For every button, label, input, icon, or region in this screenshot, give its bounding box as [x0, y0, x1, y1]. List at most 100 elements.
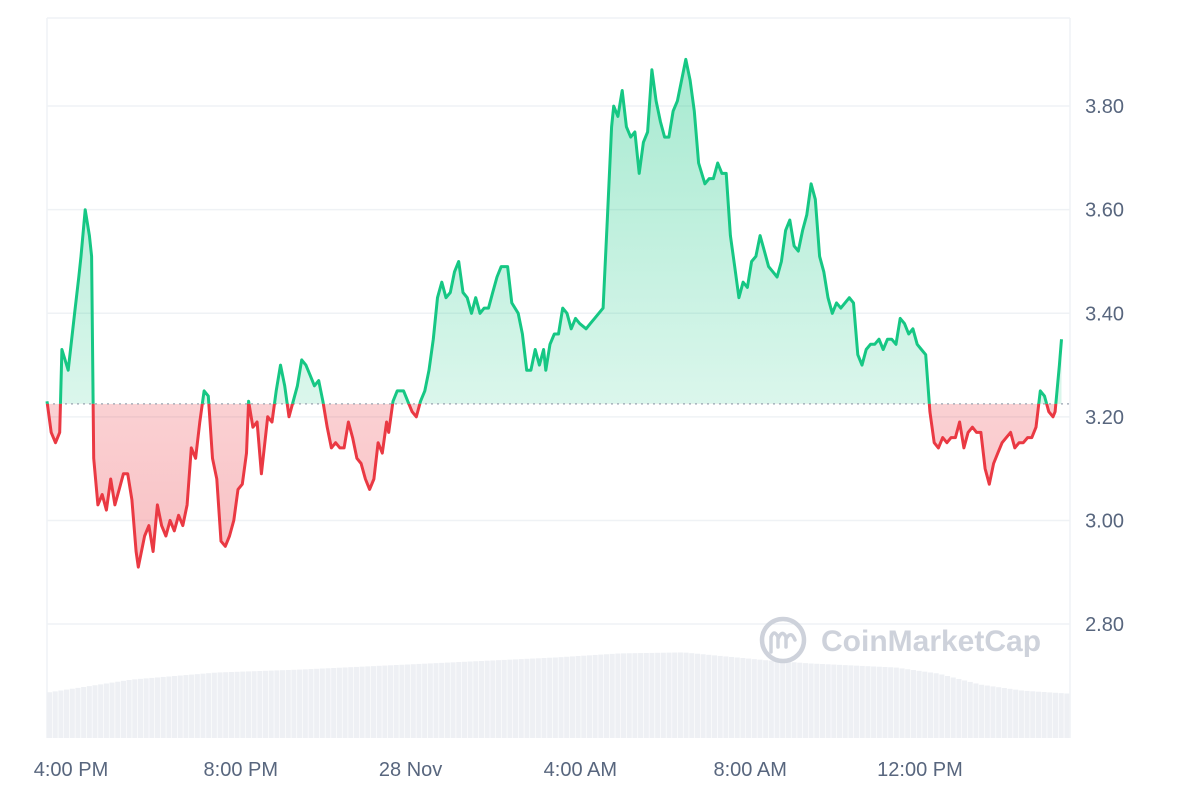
volume-bar [1013, 689, 1019, 738]
volume-bar [410, 664, 416, 738]
volume-bar [1030, 691, 1036, 738]
volume-bar [990, 686, 996, 738]
y-tick-label: 2.80 [1085, 614, 1124, 636]
volume-bar [308, 669, 314, 738]
volume-bar [910, 670, 916, 738]
volume-bar [64, 689, 70, 738]
volume-bar [1007, 688, 1013, 738]
volume-bar [632, 653, 638, 738]
volume-bar [211, 672, 217, 738]
x-tick-label: 8:00 AM [713, 759, 786, 781]
volume-bar [603, 654, 610, 738]
y-tick-label: 3.40 [1085, 303, 1124, 325]
volume-bar [137, 678, 144, 738]
price-area [47, 59, 1062, 568]
volume-bar [280, 670, 286, 738]
volume-bar [882, 667, 888, 738]
volume-bar [353, 666, 359, 738]
volume-bar [768, 660, 774, 738]
volume-bar [268, 670, 274, 738]
volume-bar [541, 658, 547, 738]
y-tick-label: 3.80 [1085, 96, 1124, 118]
volume-bar [927, 672, 933, 738]
volume-bar [370, 666, 377, 738]
volume-bar [69, 688, 75, 738]
volume-bar [160, 676, 166, 738]
volume-bar [677, 652, 683, 738]
volume-bar [302, 669, 308, 738]
volume-bar [785, 661, 791, 738]
volume-bar [291, 669, 297, 738]
volume-bar [348, 667, 354, 738]
volume-bar [1018, 690, 1024, 738]
volume-bar [200, 673, 206, 738]
volume-bar [257, 671, 263, 738]
volume-bar [376, 665, 382, 738]
price-line [45, 57, 1063, 569]
volume-bar [689, 653, 695, 738]
volume-bar [433, 663, 439, 738]
volume-bar [115, 681, 121, 738]
volume-bar [143, 678, 149, 738]
volume-bar [388, 665, 394, 738]
volume-bar [359, 666, 365, 738]
volume-bar [836, 664, 843, 738]
volume-bar [638, 653, 644, 738]
volume-bar [319, 668, 325, 738]
volume-bar [950, 677, 956, 738]
volume-bar [422, 663, 428, 738]
volume-bar [240, 671, 246, 738]
price-line-down [45, 403, 1058, 569]
volume-bar [797, 662, 803, 738]
x-axis-labels: 4:00 PM 8:00 PM 28 Nov 4:00 AM 8:00 AM 12:00 … [34, 759, 963, 781]
volume-bar [819, 664, 826, 738]
volume-bar [126, 679, 132, 738]
volume-bar [444, 662, 450, 738]
volume-bar [564, 656, 570, 738]
coinmarketcap-logo-icon [759, 616, 807, 664]
volume-bar [666, 652, 672, 738]
volume-bar [842, 665, 848, 738]
volume-bar [535, 658, 541, 738]
volume-bar [581, 655, 587, 738]
x-tick-label: 4:00 AM [544, 759, 617, 781]
volume-bar [706, 654, 712, 738]
volume-bar [484, 660, 490, 738]
volume-bar [1041, 692, 1047, 738]
volume-bar [507, 659, 513, 738]
volume-bar [416, 663, 422, 738]
volume-bar [427, 663, 433, 738]
volume-bar [58, 690, 64, 738]
volume-bar [530, 658, 536, 738]
volume-bar [672, 652, 678, 738]
volume-bar [461, 661, 467, 738]
volume-bar [586, 655, 592, 738]
volume-bar [1024, 690, 1030, 738]
volume-bar [984, 685, 990, 738]
volume-bar [365, 666, 371, 738]
volume-bar [660, 652, 666, 738]
volume-bar [711, 655, 718, 738]
volume-bar [802, 663, 808, 738]
volume-bar [1047, 692, 1053, 738]
volume-bar [524, 658, 530, 738]
volume-bar [996, 687, 1002, 738]
volume-bar [1052, 692, 1059, 738]
volume-bar [103, 683, 109, 738]
y-tick-label: 3.20 [1085, 407, 1124, 429]
volume-bar [194, 674, 200, 738]
volume-bar [933, 673, 939, 738]
volume-bar [757, 659, 763, 738]
volume-bar [854, 665, 860, 738]
volume-bar [245, 671, 251, 738]
volume-bar [274, 670, 280, 738]
volume-bar [729, 656, 735, 738]
volume-bar [490, 660, 496, 738]
volume-bar [552, 657, 558, 738]
x-tick-label: 8:00 PM [204, 759, 278, 781]
volume-bar [865, 666, 871, 738]
volume-bar [467, 661, 473, 738]
volume-bar [569, 656, 575, 738]
